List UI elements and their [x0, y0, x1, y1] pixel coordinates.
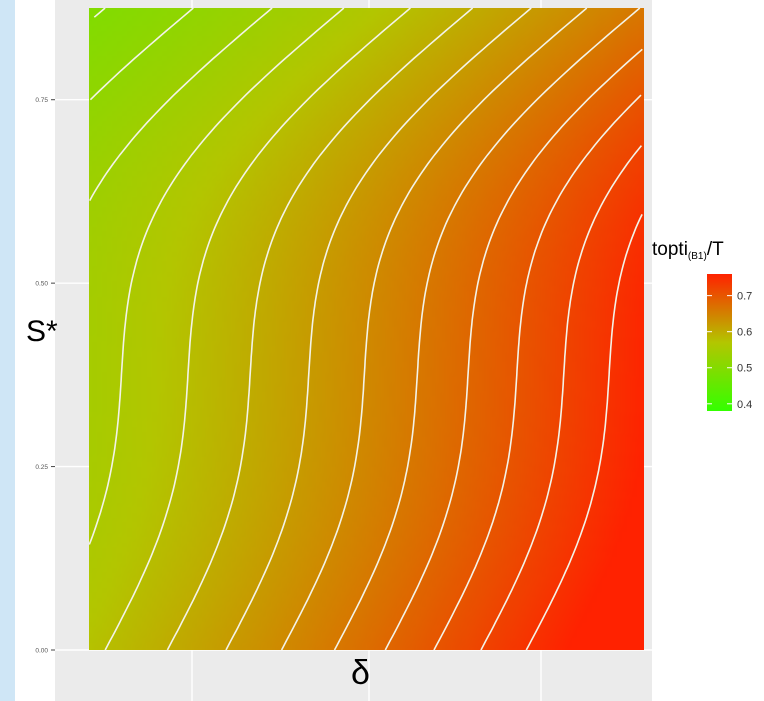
legend-title-sub: (B1) — [687, 251, 707, 262]
y-tick-label: 0.25 — [35, 464, 48, 471]
contour-line — [104, 7, 411, 651]
y-tick-label: 0.00 — [35, 648, 48, 655]
contour-line — [433, 94, 642, 651]
contour-line — [384, 48, 643, 651]
contour-line — [280, 7, 588, 651]
y-axis: 0.00 0.25 0.50 0.75 — [35, 97, 55, 655]
page-left-strip — [0, 0, 15, 701]
heatmap-fill — [89, 8, 644, 650]
contour-line — [88, 7, 345, 545]
contour-line — [225, 7, 532, 651]
legend-colorbar: 0.7 0.6 0.5 0.4 — [707, 274, 752, 411]
contour-line — [166, 7, 474, 651]
contour-line — [89, 7, 194, 101]
y-tick-label: 0.75 — [35, 97, 48, 104]
contour-line — [525, 214, 643, 651]
legend-tick-label: 0.5 — [737, 363, 752, 375]
contour-line — [333, 7, 641, 651]
contour-line — [480, 145, 643, 651]
contour-line — [88, 7, 273, 201]
legend-title-tail: /T — [706, 239, 724, 260]
legend-title-main: topti — [652, 239, 688, 260]
legend-tick-label: 0.7 — [737, 291, 752, 303]
contour-line — [93, 7, 106, 18]
y-tick-label: 0.50 — [35, 281, 48, 288]
x-axis-label: δ — [351, 654, 370, 692]
legend-tick-label: 0.4 — [737, 399, 752, 411]
contour-lines — [88, 7, 643, 651]
legend-tick-label: 0.6 — [737, 327, 752, 339]
legend-color-bar — [707, 274, 732, 411]
y-axis-label: S* — [26, 315, 58, 348]
legend-title: topti(B1)/T — [652, 240, 724, 262]
